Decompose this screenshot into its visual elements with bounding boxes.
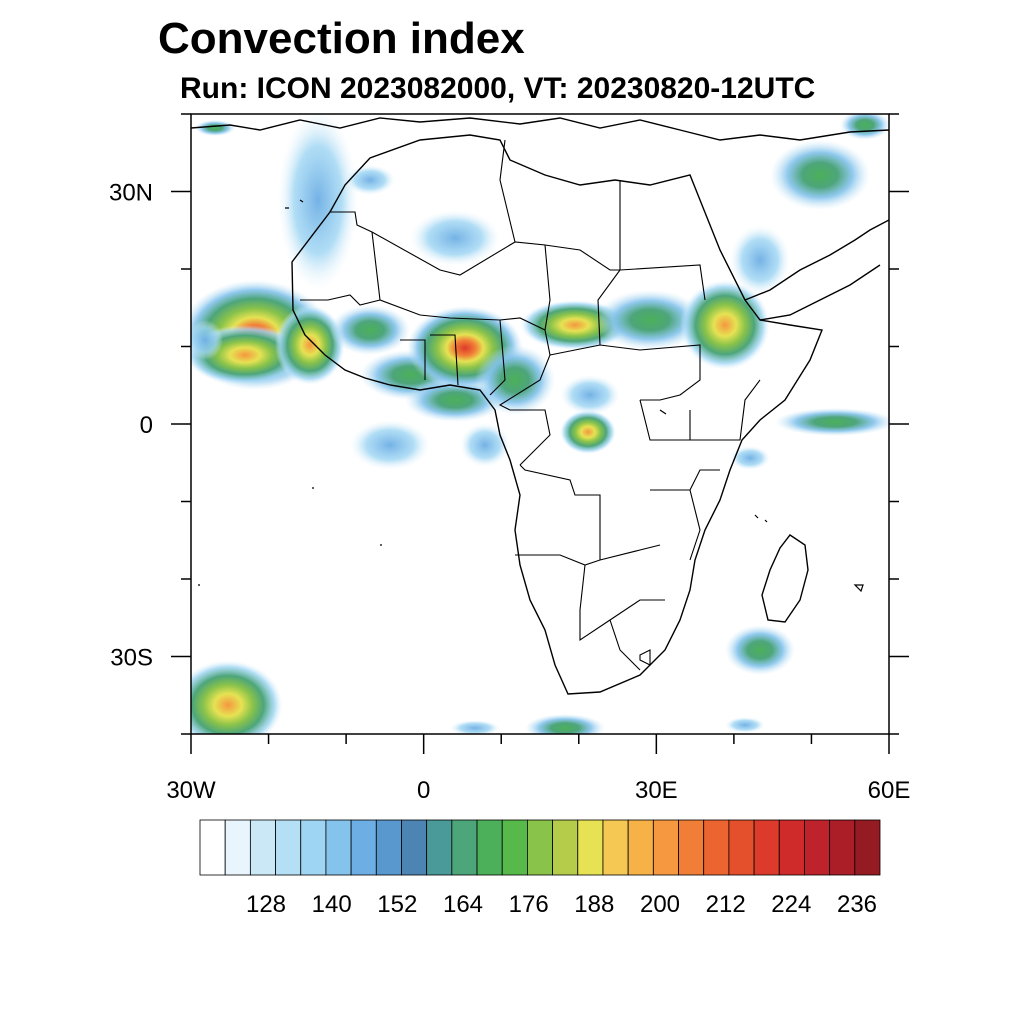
x-tick-label: 30E	[635, 777, 678, 804]
europe-coastline	[191, 117, 889, 141]
colorbar-label: 128	[246, 891, 286, 918]
colorbar-swatch	[778, 819, 805, 876]
colorbar-swatch	[199, 819, 226, 876]
colorbar-label: 212	[706, 891, 746, 918]
colorbar-swatch	[224, 819, 251, 876]
cell-south-atlantic-mid	[450, 720, 500, 734]
colorbar-swatch	[829, 819, 856, 876]
colorbar-swatch	[753, 819, 780, 876]
map-title: Convection index	[158, 14, 525, 63]
africa-coastline	[291, 134, 823, 695]
cell-iberia	[195, 120, 235, 136]
colorbar-swatch	[350, 819, 377, 876]
country-borders	[300, 139, 761, 671]
cell-cape-verde	[191, 320, 223, 360]
colorbar-swatch	[426, 819, 453, 876]
colorbar-swatch	[678, 819, 705, 876]
cell-guinea-coast	[275, 305, 345, 385]
y-tick-label: 30N	[109, 180, 153, 207]
arabia-coastline	[744, 219, 889, 321]
map-subtitle: Run: ICON 2023082000, VT: 20230820-12UTC	[180, 72, 816, 105]
colorbar-label: 176	[509, 891, 549, 918]
x-tick-label: 30W	[166, 777, 216, 804]
cell-indian-south	[725, 717, 765, 733]
colorbar-swatch	[527, 819, 553, 876]
y-tick-label: 0	[140, 412, 153, 439]
colorbar-swatch	[476, 819, 503, 876]
colorbar-swatch	[854, 819, 881, 876]
cell-central-africa	[560, 410, 616, 454]
colorbar-swatch	[703, 819, 730, 876]
colorbar-swatch	[804, 819, 831, 876]
colorbar-swatch	[577, 819, 604, 876]
colorbar-swatch	[501, 819, 528, 876]
cell-iran-plateau	[770, 140, 870, 210]
axis-ticks	[171, 113, 909, 754]
x-tick-label: 60E	[868, 777, 911, 804]
convection-field	[191, 114, 889, 734]
cell-south-atlantic-eq	[350, 420, 430, 470]
colorbar-label: 224	[771, 891, 811, 918]
madagascar-coastline	[761, 534, 809, 623]
cell-south-atlantic-sw	[191, 660, 283, 734]
colorbar-swatch	[728, 819, 755, 876]
cell-morocco-atlantic	[278, 114, 358, 290]
cell-sudan-east	[595, 290, 705, 350]
cell-gabon-coast	[460, 423, 510, 467]
colorbar-swatch	[325, 819, 352, 876]
cell-somali-coast	[730, 446, 770, 470]
axis-tick-labels: 30N 0 30S 30W 0 30E 60E	[109, 180, 910, 805]
cell-algeria	[345, 165, 395, 195]
colorbar-label: 140	[312, 891, 352, 918]
cell-sahara-north	[410, 210, 500, 266]
y-tick-label: 30S	[110, 645, 153, 672]
colorbar-label: 236	[837, 891, 877, 918]
cell-south-africa-south	[525, 714, 605, 734]
cell-caspian	[840, 114, 889, 140]
colorbar	[199, 819, 881, 876]
cell-congo-north	[560, 375, 620, 415]
colorbar-labels: 128 140 152 164 176 188 200 212 224 236	[246, 891, 877, 918]
cell-red-sea	[730, 225, 790, 295]
cell-madagascar-east	[725, 625, 795, 675]
colorbar-swatch	[451, 819, 478, 876]
colorbar-label: 164	[443, 891, 483, 918]
colorbar-label: 188	[574, 891, 614, 918]
cell-cameroon	[475, 345, 555, 415]
colorbar-swatch	[401, 819, 428, 876]
cell-arabian-sea-band	[775, 408, 889, 436]
colorbar-swatch	[375, 819, 402, 876]
colorbar-swatch	[249, 819, 276, 876]
colorbar-swatch	[300, 819, 327, 876]
colorbar-swatch	[552, 819, 579, 876]
colorbar-label: 152	[377, 891, 417, 918]
colorbar-label: 200	[640, 891, 680, 918]
colorbar-swatch	[627, 819, 654, 876]
colorbar-swatch	[275, 819, 302, 876]
cell-sahel-west	[330, 305, 410, 355]
islands	[198, 199, 864, 593]
coastlines	[191, 117, 889, 695]
colorbar-swatch	[602, 819, 629, 876]
x-tick-label: 0	[417, 777, 430, 804]
colorbar-swatch	[652, 819, 679, 876]
